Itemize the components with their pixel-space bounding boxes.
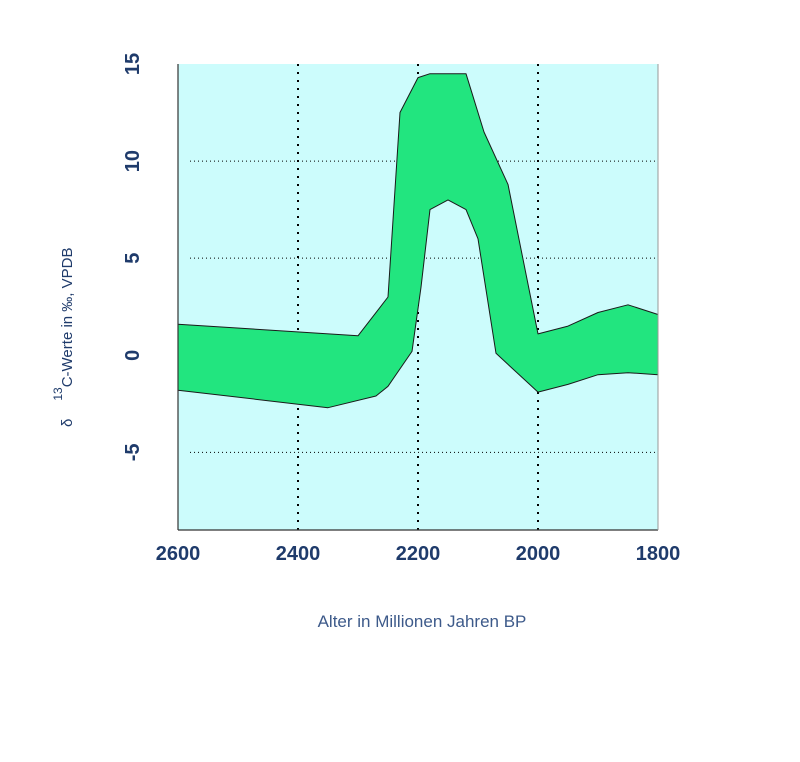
x-tick-label: 2600	[156, 543, 201, 565]
y-axis-label-main: C-Werte in ‰, VPDB	[59, 248, 76, 388]
x-tick-label: 2200	[396, 543, 441, 565]
y-axis-ticks: 15 10 5 0 -5	[122, 53, 144, 461]
y-tick-label: 10	[122, 150, 144, 172]
x-axis-ticks: 2600 2400 2200 2000 1800	[156, 543, 681, 565]
y-axis-label-superscript: 13	[51, 387, 65, 401]
x-tick-label: 2000	[516, 543, 561, 565]
axes-frame	[177, 64, 659, 531]
svg-text:δ13C-Werte in ‰, VPDB: δ 13C-Werte in ‰, VPDB	[51, 248, 76, 427]
x-tick-label: 1800	[636, 543, 681, 565]
y-axis-label-prefix: δ	[59, 419, 76, 427]
y-tick-label: 0	[122, 350, 144, 361]
y-tick-label: 15	[122, 53, 144, 75]
delta-13c-range-band	[177, 73, 659, 409]
y-tick-label: -5	[122, 443, 144, 461]
y-tick-label: 5	[122, 253, 144, 264]
x-tick-label: 2400	[276, 543, 321, 565]
y-axis-label: δ 13C-Werte in ‰, VPDB	[51, 248, 76, 427]
x-axis-label: Alter in Millionen Jahren BP	[318, 612, 527, 631]
